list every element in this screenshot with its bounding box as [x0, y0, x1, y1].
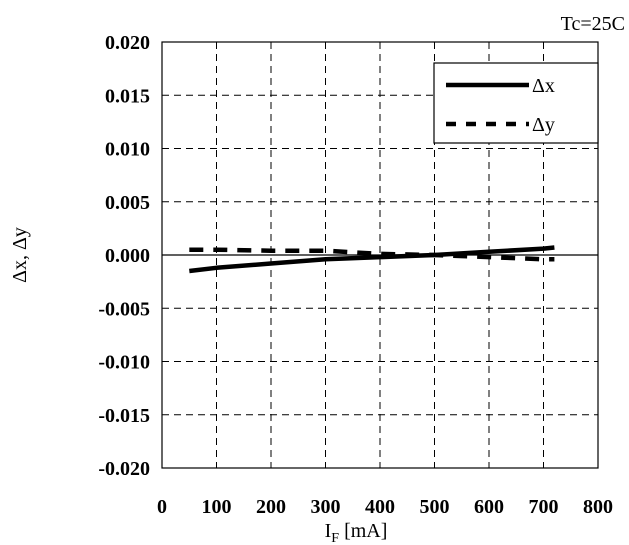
x-tick-label: 800: [583, 496, 613, 518]
x-tick-label: 400: [365, 496, 395, 518]
x-tick-label: 0: [157, 496, 167, 518]
y-tick-label: 0.005: [105, 192, 150, 214]
y-tick-label: -0.020: [98, 458, 150, 480]
grid-layer: [162, 42, 598, 468]
x-tick-label: 700: [529, 496, 559, 518]
x-ticks-layer: 0 100 200 300 400 500 600 700 800: [157, 496, 613, 518]
legend-label-dy: Δy: [532, 114, 555, 136]
y-tick-label: -0.005: [98, 298, 150, 320]
series-layer: [189, 245, 555, 274]
y-tick-label: 0.015: [105, 85, 150, 107]
x-axis-label-unit: [mA]: [339, 520, 387, 542]
y-tick-label: -0.010: [98, 352, 150, 374]
x-axis-label-subscript: F: [331, 531, 339, 545]
y-ticks-layer: 0.020 0.015 0.010 0.005 0.000 -0.005 -0.010 -0.…: [98, 32, 150, 480]
series-line-dx: [189, 245, 555, 274]
x-axis-label-main: I: [325, 520, 332, 542]
x-axis-label: IF [mA]: [325, 520, 388, 545]
x-tick-label: 500: [420, 496, 450, 518]
temperature-annotation: Tc=25C: [561, 13, 625, 35]
x-tick-label: 100: [202, 496, 232, 518]
x-tick-label: 600: [474, 496, 504, 518]
y-axis-label: Δx, Δy: [9, 227, 31, 283]
x-tick-label: 200: [256, 496, 286, 518]
legend-box: [433, 62, 599, 144]
y-tick-label: -0.015: [98, 405, 150, 427]
legend: Δx Δy: [433, 62, 599, 144]
y-tick-label: 0.010: [105, 139, 150, 161]
legend-label-dx: Δx: [532, 75, 555, 97]
series-line-dy: [189, 247, 555, 262]
y-tick-label: 0.000: [105, 245, 150, 267]
plot-frame: [161, 41, 599, 469]
y-tick-label: 0.020: [105, 32, 150, 54]
x-tick-label: 300: [311, 496, 341, 518]
